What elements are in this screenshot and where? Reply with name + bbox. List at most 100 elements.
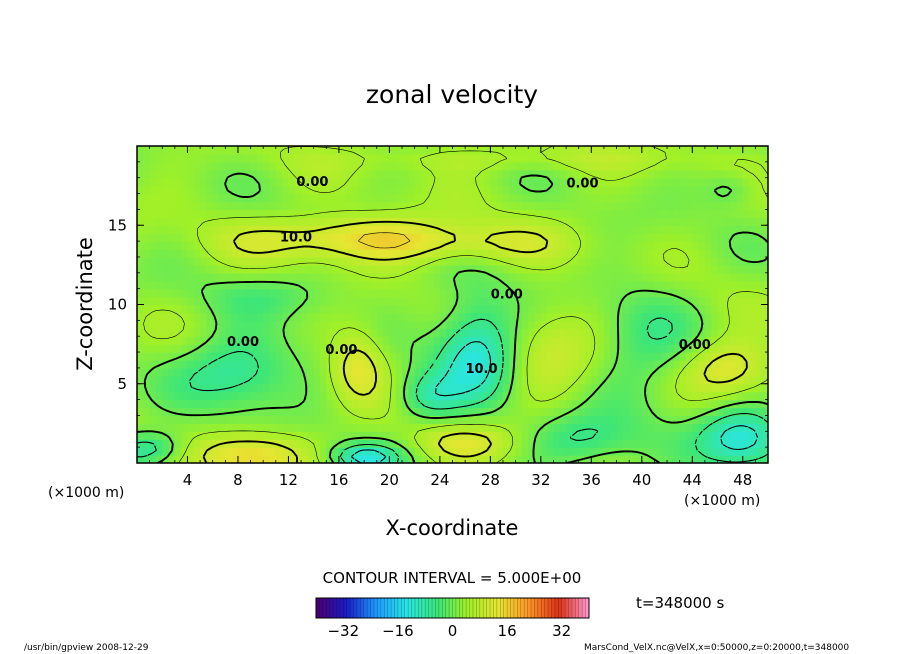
field-cell: [591, 367, 599, 377]
field-cell: [704, 264, 712, 274]
field-cell: [256, 161, 264, 171]
field-cell: [704, 177, 712, 187]
field-cell: [351, 185, 359, 195]
field-cell: [458, 153, 466, 163]
field-cell: [515, 328, 523, 337]
field-cell: [667, 288, 674, 298]
field-cell: [597, 161, 605, 171]
field-cell: [749, 280, 756, 290]
field-cell: [553, 407, 561, 417]
field-cell: [301, 352, 308, 361]
field-cell: [610, 375, 618, 385]
field-cell: [282, 193, 290, 203]
field-cell: [730, 439, 738, 448]
field-cell: [736, 423, 744, 432]
field-cell: [704, 304, 712, 314]
field-cell: [603, 320, 611, 329]
field-cell: [698, 169, 706, 179]
field-cell: [193, 161, 201, 171]
field-cell: [427, 280, 435, 290]
field-cell: [547, 225, 555, 234]
field-cell: [534, 280, 542, 290]
field-cell: [654, 352, 662, 361]
field-cell: [698, 249, 706, 258]
field-cell: [515, 233, 523, 242]
field-cell: [761, 217, 768, 226]
field-cell: [578, 153, 586, 163]
field-cell: [496, 328, 504, 337]
field-cell: [761, 431, 768, 440]
field-cell: [439, 161, 447, 171]
field-cell: [446, 217, 454, 226]
field-cell: [370, 352, 378, 361]
field-cell: [566, 209, 573, 218]
field-cell: [477, 399, 485, 409]
field-cell: [263, 304, 271, 314]
field-cell: [338, 264, 346, 274]
field-cell: [755, 201, 763, 211]
field-cell: [307, 407, 315, 417]
field-cell: [572, 296, 580, 306]
field-cell: [446, 296, 454, 306]
field-cell: [578, 304, 586, 314]
field-cell: [408, 161, 416, 171]
field-cell: [761, 225, 768, 234]
field-cell: [471, 272, 479, 282]
field-cell: [521, 153, 529, 163]
field-cell: [389, 367, 397, 377]
colorbar-swatch: [469, 598, 474, 618]
field-cell: [616, 391, 624, 401]
field-cell: [591, 146, 599, 155]
field-cell: [755, 328, 763, 337]
field-cell: [402, 304, 409, 314]
field-cell: [484, 391, 491, 401]
field-cell: [641, 209, 649, 218]
field-cell: [143, 177, 151, 187]
field-cell: [616, 177, 624, 187]
field-cell: [547, 423, 555, 432]
field-cell: [408, 264, 416, 274]
field-cell: [477, 415, 485, 424]
field-cell: [509, 328, 517, 337]
field-cell: [717, 217, 725, 226]
field-cell: [685, 431, 693, 440]
field-cell: [723, 161, 731, 171]
field-cell: [572, 431, 580, 440]
field-cell: [711, 161, 719, 171]
field-cell: [711, 304, 719, 314]
field-cell: [749, 241, 756, 250]
field-cell: [629, 391, 637, 401]
field-cell: [515, 455, 523, 463]
field-cell: [540, 431, 548, 440]
field-cell: [502, 249, 510, 258]
field-cell: [755, 169, 763, 179]
field-cell: [547, 447, 555, 456]
field-cell: [187, 280, 195, 290]
field-cell: [730, 217, 738, 226]
field-cell: [490, 304, 498, 314]
field-cell: [408, 272, 416, 282]
field-cell: [761, 209, 768, 218]
field-cell: [458, 359, 466, 369]
field-cell: [528, 201, 536, 211]
field-cell: [162, 169, 170, 179]
field-cell: [168, 153, 176, 163]
field-cell: [137, 233, 144, 242]
field-cell: [692, 312, 700, 321]
field-cell: [446, 359, 454, 369]
field-cell: [250, 304, 258, 314]
field-cell: [509, 399, 517, 409]
field-cell: [168, 209, 176, 218]
field-cell: [540, 399, 548, 409]
field-cell: [237, 249, 245, 258]
field-cell: [585, 336, 592, 345]
field-cell: [585, 423, 592, 432]
field-cell: [193, 272, 201, 282]
field-cell: [648, 320, 656, 329]
field-cell: [439, 249, 447, 258]
field-cell: [452, 455, 460, 463]
field-cell: [326, 320, 334, 329]
field-cell: [439, 146, 447, 155]
field-cell: [383, 312, 390, 321]
field-cell: [408, 399, 416, 409]
